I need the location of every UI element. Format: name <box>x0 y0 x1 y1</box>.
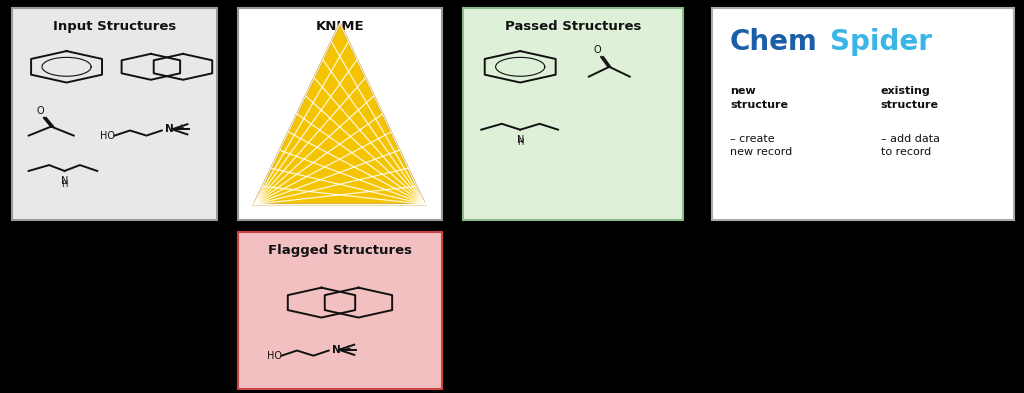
Text: N: N <box>60 176 69 186</box>
Polygon shape <box>254 24 425 204</box>
Text: KNIME: KNIME <box>315 20 365 33</box>
Text: existing
structure: existing structure <box>881 86 939 110</box>
Text: O: O <box>593 45 601 55</box>
Text: N: N <box>332 345 341 355</box>
Text: +: + <box>344 344 351 353</box>
Text: N: N <box>516 135 524 145</box>
Text: Chem: Chem <box>730 28 818 55</box>
Text: H: H <box>61 180 68 189</box>
Text: O: O <box>36 106 44 116</box>
FancyBboxPatch shape <box>712 8 1014 220</box>
Text: +: + <box>177 123 184 132</box>
FancyBboxPatch shape <box>463 8 683 220</box>
Text: Spider: Spider <box>830 28 933 55</box>
Text: HO: HO <box>99 130 115 141</box>
Text: Passed Structures: Passed Structures <box>505 20 641 33</box>
Text: H: H <box>517 138 523 147</box>
FancyBboxPatch shape <box>238 232 442 389</box>
Text: – create
new record: – create new record <box>730 134 793 157</box>
Text: Flagged Structures: Flagged Structures <box>268 244 412 257</box>
Text: Input Structures: Input Structures <box>53 20 176 33</box>
Text: new
structure: new structure <box>730 86 788 110</box>
FancyBboxPatch shape <box>12 8 217 220</box>
Text: N: N <box>165 124 174 134</box>
Text: HO: HO <box>266 351 282 361</box>
Text: – add data
to record: – add data to record <box>881 134 940 157</box>
FancyBboxPatch shape <box>238 8 442 220</box>
